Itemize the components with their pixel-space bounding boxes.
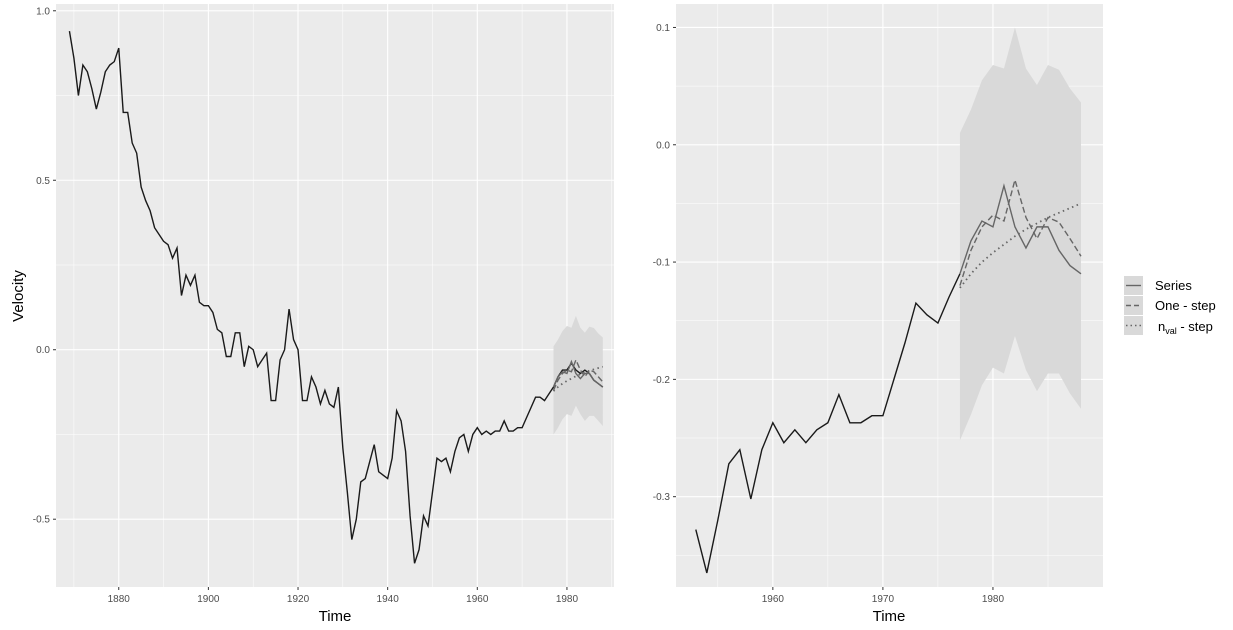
one-step-forecast-line [959,177,1082,286]
legend-label-nval-step: nval - step [1158,319,1213,336]
left-y-ticks: -0.5 0.0 0.5 1.0 [33,6,56,526]
y-tick-label: -0.2 [653,375,671,386]
one-step-forecast-line [552,358,604,391]
right-series-lines [695,177,1082,574]
legend-label-n: n [1158,319,1165,334]
right-x-axis-title: Time [873,608,906,625]
y-tick-label: -0.1 [653,258,671,269]
right-x-ticks: 1960 1970 1980 [762,587,1005,605]
legend-label-series: Series [1155,278,1192,293]
series-overlay-line [959,183,1082,275]
left-gridlines [56,4,614,587]
observed-series-line [68,31,604,564]
y-tick-label: 0.0 [656,140,670,151]
x-tick-label: 1980 [982,594,1005,605]
y-tick-label: 0.1 [656,23,670,34]
x-tick-label: 1880 [108,594,131,605]
legend-item-nval-step: nval - step [1124,316,1213,336]
legend-label-step: - step [1177,319,1213,334]
x-tick-label: 1960 [466,594,489,605]
legend-key-nval-step [1124,316,1143,335]
left-x-axis-title: Time [319,608,352,625]
y-tick-label: 0.5 [36,176,50,187]
legend-label-subscript: val [1165,326,1177,336]
nval-step-forecast-line [959,202,1082,289]
left-plot-panel: 1880 1900 1920 1940 1960 1980 -0.5 0.0 0.5 1.0 T… [10,4,614,625]
legend: Series One - step nval - step [1124,276,1216,336]
legend-label-one-step: One - step [1155,298,1216,313]
prediction-interval-band [959,27,1081,441]
series-overlay-line [552,359,604,388]
left-panel-background [56,4,614,587]
legend-item-series: Series [1124,276,1192,295]
left-y-axis-title: Velocity [10,270,27,322]
x-tick-label: 1970 [872,594,895,605]
y-tick-label: 0.0 [36,345,50,356]
right-plot-panel: 1960 1970 1980 -0.3 -0.2 -0.1 0.0 0.1 Time [653,4,1103,625]
right-y-ticks: -0.3 -0.2 -0.1 0.0 0.1 [653,23,676,503]
y-tick-label: -0.5 [33,515,51,526]
nval-step-forecast-line [552,365,604,392]
right-prediction-band [959,27,1081,441]
x-tick-label: 1900 [197,594,220,605]
left-x-ticks: 1880 1900 1920 1940 1960 1980 [108,587,579,605]
y-tick-label: -0.3 [653,492,671,503]
y-tick-label: 1.0 [36,6,50,17]
observed-series-line [695,273,961,574]
legend-item-one-step: One - step [1124,296,1216,315]
legend-key-one-step [1124,296,1143,315]
left-series-lines [68,31,604,564]
x-tick-label: 1980 [556,594,579,605]
x-tick-label: 1940 [377,594,400,605]
x-tick-label: 1920 [287,594,310,605]
x-tick-label: 1960 [762,594,785,605]
